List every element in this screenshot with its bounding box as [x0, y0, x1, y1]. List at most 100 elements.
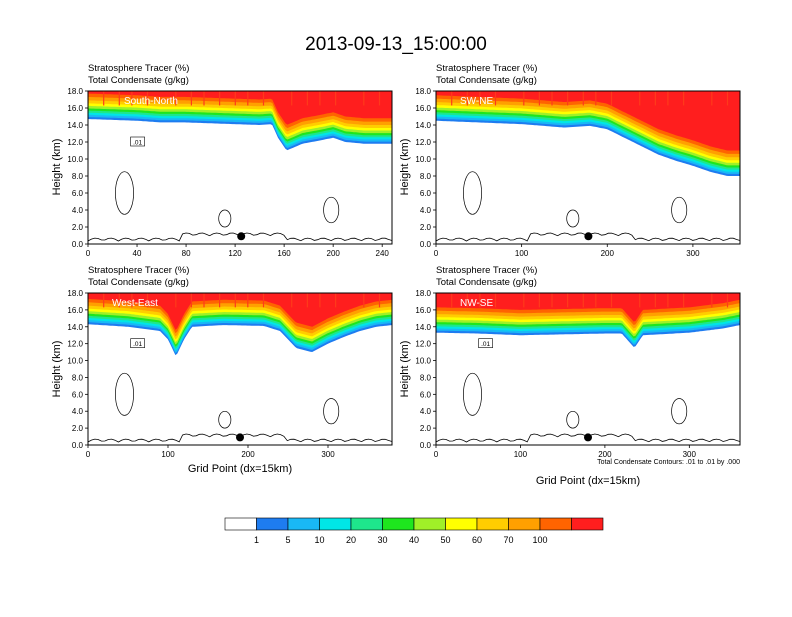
colorbar-swatch — [539, 517, 572, 531]
y-tick-label: 10.0 — [67, 155, 83, 164]
plot-frame — [87, 90, 393, 245]
y-axis-label: Height (km) — [51, 341, 63, 398]
x-tick-label: 0 — [86, 450, 91, 459]
condensate-contour — [218, 410, 232, 429]
y-tick-label: 14.0 — [67, 121, 83, 130]
panel-west-east: Stratosphere Tracer (%) Total Condensate… — [51, 265, 393, 475]
colorbar-label: 40 — [409, 535, 419, 545]
plot-area: .01 — [88, 91, 392, 242]
x-tick-label: 0 — [434, 450, 439, 459]
x-axis-label: Grid Point (dx=15km) — [188, 463, 292, 475]
y-axis: 0.0 2.0 4.0 6.0 8.0 10.0 12.0 14.0 16.0 18.0 — [415, 289, 436, 450]
y-tick-label: 12.0 — [67, 138, 83, 147]
y-tick-label: 12.0 — [67, 340, 83, 349]
figure-title: 2013-09-13_15:00:00 — [305, 34, 487, 55]
y-tick-label: 0.0 — [72, 240, 84, 249]
y-axis: 0.0 2.0 4.0 6.0 8.0 10.0 12.0 14.0 16.0 18.0 — [415, 87, 436, 249]
y-tick-label: 6.0 — [420, 390, 432, 399]
y-tick-label: 2.0 — [72, 223, 84, 232]
y-tick-label: 4.0 — [420, 407, 432, 416]
tracer-band-top — [436, 91, 740, 151]
y-tick-label: 18.0 — [67, 87, 83, 96]
panel-nw-se: Stratosphere Tracer (%) Total Condensate… — [399, 265, 741, 487]
x-axis: 0 40 80 120 160 200 240 — [86, 244, 390, 258]
contour-label-box — [478, 338, 493, 349]
colorbar-swatch — [413, 517, 446, 531]
y-tick-label: 12.0 — [415, 138, 431, 147]
y-axis: 0.0 2.0 4.0 6.0 8.0 10.0 12.0 14.0 16.0 18.0 — [67, 87, 88, 249]
y-tick-label: 18.0 — [415, 289, 431, 298]
colorbar-swatch — [445, 517, 478, 531]
y-tick-label: 4.0 — [72, 407, 84, 416]
colorbar-swatch — [224, 517, 257, 531]
y-axis-label: Height (km) — [399, 139, 411, 196]
condensate-contour — [463, 372, 482, 416]
location-marker — [584, 433, 592, 442]
x-tick-label: 0 — [86, 249, 91, 258]
y-tick-label: 8.0 — [420, 172, 432, 181]
tracer-label: Stratosphere Tracer (%) — [436, 265, 537, 276]
x-tick-label: 40 — [133, 249, 142, 258]
y-tick-label: 8.0 — [72, 172, 84, 181]
condensate-label: Total Condensate (g/kg) — [88, 277, 189, 288]
condensate-contour — [671, 196, 688, 224]
y-tick-label: 16.0 — [67, 306, 83, 315]
condensate-contour — [463, 171, 482, 215]
tracer-label: Stratosphere Tracer (%) — [436, 63, 537, 74]
plot-frame — [87, 292, 393, 446]
contour-label: .01 — [481, 341, 490, 348]
y-tick-label: 2.0 — [420, 424, 432, 433]
y-tick-label: 4.0 — [72, 206, 84, 215]
tracer-label: Stratosphere Tracer (%) — [88, 265, 189, 276]
x-tick-label: 0 — [434, 249, 439, 258]
y-axis-label: Height (km) — [51, 139, 63, 196]
colorbar-label: 20 — [346, 535, 356, 545]
colorbar-swatch — [256, 517, 289, 531]
x-tick-label: 160 — [277, 249, 291, 258]
y-tick-label: 10.0 — [415, 155, 431, 164]
plot-frame — [435, 292, 741, 446]
y-axis: 0.0 2.0 4.0 6.0 8.0 10.0 12.0 14.0 16.0 18.0 — [67, 289, 88, 450]
x-tick-label: 100 — [515, 249, 529, 258]
y-tick-label: 2.0 — [72, 424, 84, 433]
y-tick-label: 0.0 — [72, 441, 84, 450]
y-tick-label: 14.0 — [415, 323, 431, 332]
condensate-label: Total Condensate (g/kg) — [436, 75, 537, 86]
y-tick-label: 6.0 — [420, 189, 432, 198]
panel-sw-ne: Stratosphere Tracer (%) Total Condensate… — [399, 63, 741, 258]
x-tick-label: 300 — [683, 450, 697, 459]
colorbar-label: 5 — [285, 535, 290, 545]
tracer-band-top — [88, 91, 392, 125]
x-tick-label: 240 — [376, 249, 390, 258]
y-tick-label: 12.0 — [415, 340, 431, 349]
plot-area — [436, 91, 740, 242]
y-tick-label: 10.0 — [67, 357, 83, 366]
y-tick-label: 8.0 — [72, 373, 84, 382]
colorbar-swatch — [476, 517, 509, 531]
colorbar-swatch — [319, 517, 352, 531]
y-tick-label: 8.0 — [420, 373, 432, 382]
x-tick-label: 200 — [598, 450, 612, 459]
plot-area: .01 — [88, 293, 392, 443]
tracer-band-top — [436, 293, 740, 322]
contour-label-box — [130, 136, 145, 147]
colorbar-label: 60 — [472, 535, 482, 545]
y-axis-label: Height (km) — [399, 341, 411, 398]
plot-area: .01 — [436, 293, 740, 443]
y-tick-label: 10.0 — [415, 357, 431, 366]
panel-south-north: Stratosphere Tracer (%) Total Condensate… — [51, 63, 393, 258]
location-marker — [236, 433, 244, 442]
x-axis-label: Grid Point (dx=15km) — [536, 475, 640, 487]
x-tick-label: 200 — [327, 249, 341, 258]
condensate-contour — [566, 410, 580, 429]
location-marker — [237, 232, 246, 241]
condensate-contour — [115, 372, 134, 416]
panel-title: SW-NE — [460, 96, 493, 107]
panel-title: NW-SE — [460, 298, 493, 309]
y-tick-label: 0.0 — [420, 240, 432, 249]
location-marker — [584, 232, 593, 241]
condensate-contour — [323, 196, 340, 224]
colorbar-swatch — [508, 517, 541, 531]
y-tick-label: 4.0 — [420, 206, 432, 215]
